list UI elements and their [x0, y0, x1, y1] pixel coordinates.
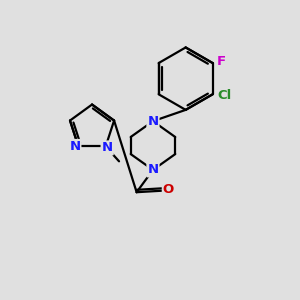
Text: Cl: Cl — [218, 89, 232, 102]
Text: O: O — [163, 183, 174, 196]
Text: N: N — [102, 142, 113, 154]
Text: N: N — [147, 164, 158, 176]
Text: F: F — [217, 55, 226, 68]
Text: N: N — [69, 140, 80, 153]
Text: N: N — [147, 115, 158, 128]
